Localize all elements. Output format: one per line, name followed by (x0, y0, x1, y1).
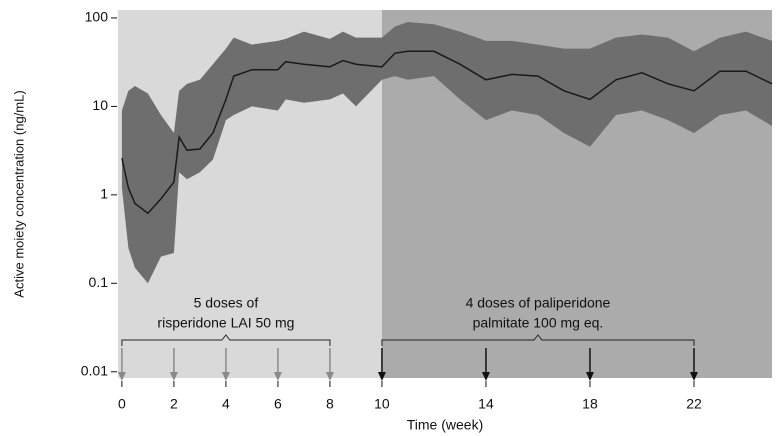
dose-label: 5 doses of (194, 295, 259, 311)
dose-arrow-head (169, 372, 178, 381)
dose-arrow-head (377, 372, 386, 381)
dose-label: risperidone LAI 50 mg (157, 315, 294, 331)
x-tick-label: 10 (374, 396, 390, 412)
dose-brace (121, 334, 331, 346)
dose-arrow-head (273, 372, 282, 381)
y-tick-label: 10 (92, 97, 108, 113)
dose-arrow-head (325, 372, 334, 381)
y-tick-label: 0.01 (81, 362, 108, 378)
x-tick-label: 18 (582, 396, 598, 412)
y-tick-label: 1 (100, 186, 108, 202)
x-tick-label: 4 (222, 396, 230, 412)
x-tick-label: 22 (686, 396, 702, 412)
dose-arrow-head (689, 372, 698, 381)
x-tick-label: 14 (478, 396, 494, 412)
dose-arrow-head (221, 372, 230, 381)
median-line (121, 50, 773, 215)
range-band (121, 21, 773, 284)
y-axis-label: Active moiety concentration (ng/mL) (11, 90, 26, 297)
y-tick-label: 100 (85, 9, 109, 25)
dose-label: palmitate 100 mg eq. (473, 315, 604, 331)
dose-brace (381, 334, 695, 346)
dose-arrow-head (585, 372, 594, 381)
x-tick-label: 8 (326, 396, 334, 412)
dose-arrow-head (481, 372, 490, 381)
dose-arrow-head (117, 372, 126, 381)
dose-label: 4 doses of paliperidone (466, 295, 611, 311)
x-tick-label: 0 (118, 396, 126, 412)
x-tick-label: 2 (170, 396, 178, 412)
x-axis-label: Time (week) (407, 417, 484, 433)
x-tick-label: 6 (274, 396, 282, 412)
y-tick-label: 0.1 (89, 274, 109, 290)
